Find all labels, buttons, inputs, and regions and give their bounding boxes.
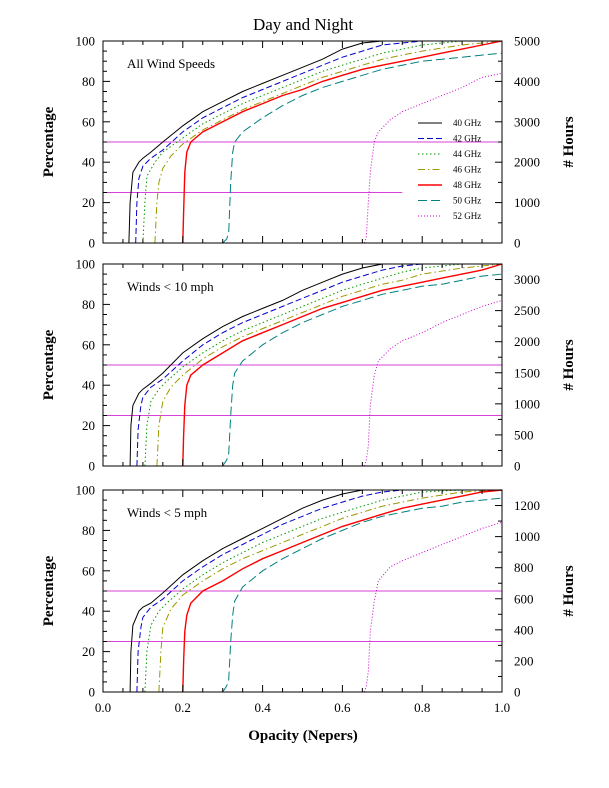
y2-tick-label: 2000 xyxy=(514,334,540,349)
y-tick-label: 20 xyxy=(82,195,95,210)
x-tick-label: 0.8 xyxy=(414,700,430,715)
panel-2: 020406080100050010001500200025003000Perc… xyxy=(41,257,577,474)
figure-title: Day and Night xyxy=(253,15,353,34)
panel-annotation: Winds < 5 mph xyxy=(127,505,208,520)
y2-tick-label: 200 xyxy=(514,653,534,668)
y-axis-label: Percentage xyxy=(41,555,57,626)
y2-tick-label: 0 xyxy=(514,685,521,700)
y2-tick-label: 1000 xyxy=(514,529,540,544)
series-42-ghz xyxy=(135,40,502,244)
x-tick-label: 0.6 xyxy=(334,700,351,715)
series-52-ghz xyxy=(363,299,503,467)
panel-1: 020406080100010002000300040005000Percent… xyxy=(41,34,577,251)
series-50-ghz xyxy=(222,52,503,244)
x-tick-label: 0.2 xyxy=(175,700,191,715)
y-tick-label: 60 xyxy=(82,563,95,578)
y-tick-label: 20 xyxy=(82,418,95,433)
y2-axis-label: # Hours xyxy=(561,116,577,167)
legend-label: 44 GHz xyxy=(453,149,481,159)
panel-annotation: All Wind Speeds xyxy=(127,56,215,71)
series-46-ghz xyxy=(154,40,503,244)
y-tick-label: 80 xyxy=(82,74,95,89)
y2-tick-label: 1000 xyxy=(514,195,540,210)
series-50-ghz xyxy=(222,497,503,693)
y2-tick-label: 4000 xyxy=(514,74,540,89)
y-tick-label: 80 xyxy=(82,297,95,312)
y2-tick-label: 2000 xyxy=(514,155,540,170)
y2-axis-label: # Hours xyxy=(561,565,577,616)
series-44-ghz xyxy=(144,489,502,693)
y2-tick-label: 0 xyxy=(514,236,521,251)
x-tick-label: 0.4 xyxy=(254,700,271,715)
y-tick-label: 100 xyxy=(76,483,96,498)
y2-tick-label: 0 xyxy=(514,459,521,474)
y2-tick-label: 800 xyxy=(514,560,534,575)
x-axis-label: Opacity (Nepers) xyxy=(248,728,358,744)
legend-label: 52 GHz xyxy=(453,211,481,221)
series-46-ghz xyxy=(156,263,503,467)
y-tick-label: 60 xyxy=(82,114,95,129)
y2-tick-label: 3000 xyxy=(514,114,540,129)
panel-3: 0.0 0.2 0.4 0.6 0.8 1.00204060801000200400600… xyxy=(41,483,577,716)
legend: 40 GHz 42 GHz 44 GHz 46 GHz 48 GHz 50 GHz 52 G… xyxy=(418,118,481,221)
y-tick-label: 20 xyxy=(82,644,95,659)
series-40-ghz xyxy=(129,263,502,467)
y-tick-label: 0 xyxy=(89,236,96,251)
y2-tick-label: 600 xyxy=(514,591,534,606)
x-tick-label: 0.0 xyxy=(95,700,111,715)
series-44-ghz xyxy=(142,40,502,244)
y2-tick-label: 2500 xyxy=(514,303,540,318)
series-40-ghz xyxy=(129,489,502,693)
series-52-ghz xyxy=(363,521,503,693)
x-tick-label: 1.0 xyxy=(494,700,510,715)
legend-label: 50 GHz xyxy=(453,196,481,206)
y-tick-label: 100 xyxy=(76,34,96,49)
y-tick-label: 0 xyxy=(89,685,96,700)
y2-tick-label: 3000 xyxy=(514,272,540,287)
y-tick-label: 80 xyxy=(82,523,95,538)
series-52-ghz xyxy=(363,72,503,244)
y2-axis-label: # Hours xyxy=(561,339,577,390)
y-tick-label: 40 xyxy=(82,155,95,170)
y-axis-label: Percentage xyxy=(41,106,57,177)
y-tick-label: 40 xyxy=(82,604,95,619)
y2-tick-label: 500 xyxy=(514,427,534,442)
y-tick-label: 0 xyxy=(89,459,96,474)
legend-label: 46 GHz xyxy=(453,165,481,175)
y-tick-label: 60 xyxy=(82,337,95,352)
y2-tick-label: 400 xyxy=(514,622,534,637)
panels-group: 020406080100010002000300040005000Percent… xyxy=(41,34,577,716)
y2-tick-label: 5000 xyxy=(514,34,540,49)
panel-annotation: Winds < 10 mph xyxy=(127,279,214,294)
legend-label: 40 GHz xyxy=(453,118,481,128)
y2-tick-label: 1000 xyxy=(514,396,540,411)
y2-tick-label: 1500 xyxy=(514,365,540,380)
series-50-ghz xyxy=(222,273,503,467)
series-40-ghz xyxy=(128,40,502,244)
y-axis-label: Percentage xyxy=(41,329,57,400)
legend-label: 48 GHz xyxy=(453,180,481,190)
series-42-ghz xyxy=(136,489,502,693)
y2-tick-label: 1200 xyxy=(514,498,540,513)
y-tick-label: 40 xyxy=(82,378,95,393)
series-48-ghz xyxy=(182,489,503,693)
y-tick-label: 100 xyxy=(76,257,96,272)
series-48-ghz xyxy=(182,263,503,467)
legend-label: 42 GHz xyxy=(453,134,481,144)
series-48-ghz xyxy=(182,40,503,244)
series-44-ghz xyxy=(144,263,502,467)
